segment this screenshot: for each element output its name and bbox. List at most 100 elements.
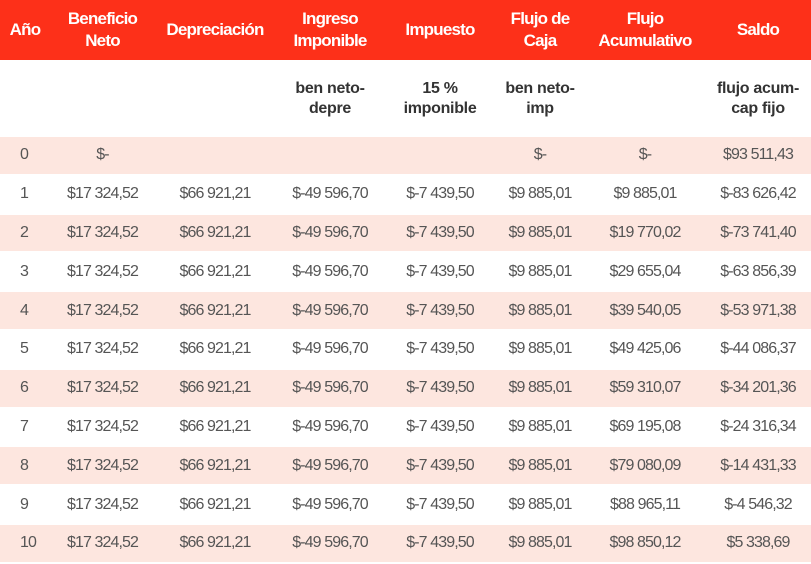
cell-impuesto: $-7 439,50 — [385, 292, 495, 331]
cell-depreciacion: $66 921,21 — [155, 524, 275, 564]
cell-flujo-acumulativo: $88 965,11 — [585, 486, 705, 525]
cell-depreciacion: $66 921,21 — [155, 253, 275, 293]
cell-flujo-acumulativo: $69 195,08 — [585, 409, 705, 448]
cell-beneficio-neto: $17 324,52 — [50, 331, 155, 370]
cell-beneficio-neto: $17 324,52 — [50, 486, 155, 525]
cell-ingreso-imponible: $-49 596,70 — [275, 214, 385, 254]
cell-flujo-de-caja: $9 885,01 — [495, 486, 585, 525]
cell-ingreso-imponible: $-49 596,70 — [275, 176, 385, 215]
table-row: 1 $17 324,52 $66 921,21 $-49 596,70 $-7 439,… — [0, 176, 811, 215]
cell-depreciacion: $66 921,21 — [155, 486, 275, 525]
cell-flujo-de-caja: $9 885,01 — [495, 447, 585, 487]
column-header-impuesto: Impuesto — [385, 0, 495, 60]
cell-impuesto: $-7 439,50 — [385, 369, 495, 409]
cell-impuesto: $-7 439,50 — [385, 486, 495, 525]
cell-beneficio-neto: $17 324,52 — [50, 214, 155, 254]
cell-flujo-acumulativo: $49 425,06 — [585, 331, 705, 370]
cell-flujo-de-caja: $9 885,01 — [495, 253, 585, 293]
cell-beneficio-neto: $17 324,52 — [50, 176, 155, 215]
cell-beneficio-neto: $17 324,52 — [50, 409, 155, 448]
cell-beneficio-neto: $17 324,52 — [50, 369, 155, 409]
table-row: 5 $17 324,52 $66 921,21 $-49 596,70 $-7 439,… — [0, 331, 811, 370]
table-row: 10 $17 324,52 $66 921,21 $-49 596,70 $-7 439… — [0, 524, 811, 564]
cell-year: 4 — [0, 292, 50, 331]
cell-year: 5 — [0, 331, 50, 370]
cell-beneficio-neto: $17 324,52 — [50, 292, 155, 331]
table-row: 0 $- $- $- $93 511,43 — [0, 137, 811, 176]
formula-beneficio-neto — [50, 60, 155, 137]
cell-flujo-acumulativo: $98 850,12 — [585, 524, 705, 564]
header-row: Año Beneficio Neto Depreciación Ingreso Imp… — [0, 0, 811, 60]
cell-saldo: $-83 626,42 — [705, 176, 811, 215]
cell-year: 6 — [0, 369, 50, 409]
cell-ingreso-imponible: $-49 596,70 — [275, 524, 385, 564]
cell-depreciacion: $66 921,21 — [155, 292, 275, 331]
table-row: 9 $17 324,52 $66 921,21 $-49 596,70 $-7 439,… — [0, 486, 811, 525]
cell-impuesto: $-7 439,50 — [385, 253, 495, 293]
cell-depreciacion: $66 921,21 — [155, 447, 275, 487]
formula-impuesto: 15 % imponible — [403, 79, 477, 117]
cell-depreciacion: $66 921,21 — [155, 331, 275, 370]
table-row: 7 $17 324,52 $66 921,21 $-49 596,70 $-7 439,… — [0, 409, 811, 448]
cell-saldo: $93 511,43 — [705, 137, 811, 176]
cell-saldo: $-73 741,40 — [705, 214, 811, 254]
table-row: 8 $17 324,52 $66 921,21 $-49 596,70 $-7 439,… — [0, 447, 811, 487]
column-header-saldo: Saldo — [705, 0, 811, 60]
cell-ingreso-imponible: $-49 596,70 — [275, 292, 385, 331]
cell-saldo: $-34 201,36 — [705, 369, 811, 409]
cell-saldo: $-24 316,34 — [705, 409, 811, 448]
cell-flujo-de-caja: $9 885,01 — [495, 524, 585, 564]
cell-flujo-acumulativo: $9 885,01 — [585, 176, 705, 215]
cell-flujo-de-caja: $9 885,01 — [495, 369, 585, 409]
cell-ingreso-imponible: $-49 596,70 — [275, 331, 385, 370]
cell-saldo: $-63 856,39 — [705, 253, 811, 293]
formula-year — [0, 60, 50, 137]
cell-flujo-de-caja: $9 885,01 — [495, 409, 585, 448]
cell-flujo-de-caja: $- — [495, 137, 585, 176]
column-header-ingreso-imponible: Ingreso Imponible — [275, 0, 385, 60]
cell-depreciacion: $66 921,21 — [155, 369, 275, 409]
column-header-flujo-de-caja: Flujo de Caja — [495, 0, 585, 60]
cell-year: 8 — [0, 447, 50, 487]
cell-depreciacion: $66 921,21 — [155, 176, 275, 215]
cell-year: 10 — [0, 524, 50, 564]
cell-year: 2 — [0, 214, 50, 254]
cell-ingreso-imponible: $-49 596,70 — [275, 447, 385, 487]
cell-impuesto: $-7 439,50 — [385, 409, 495, 448]
cell-saldo: $-53 971,38 — [705, 292, 811, 331]
column-header-depreciacion: Depreciación — [155, 0, 275, 60]
formula-ingreso-imponible: ben neto-depre — [295, 79, 365, 117]
cell-beneficio-neto: $17 324,52 — [50, 447, 155, 487]
cell-year: 7 — [0, 409, 50, 448]
cell-year: 9 — [0, 486, 50, 525]
cell-flujo-acumulativo: $19 770,02 — [585, 214, 705, 254]
cell-impuesto: $-7 439,50 — [385, 447, 495, 487]
cell-ingreso-imponible — [275, 137, 385, 176]
formula-depreciacion — [155, 60, 275, 137]
cell-beneficio-neto: $17 324,52 — [50, 253, 155, 293]
cell-flujo-de-caja: $9 885,01 — [495, 176, 585, 215]
cell-flujo-acumulativo: $59 310,07 — [585, 369, 705, 409]
cell-beneficio-neto: $17 324,52 — [50, 524, 155, 564]
cell-ingreso-imponible: $-49 596,70 — [275, 253, 385, 293]
cell-beneficio-neto: $- — [50, 137, 155, 176]
cell-saldo: $-14 431,33 — [705, 447, 811, 487]
table-row: 3 $17 324,52 $66 921,21 $-49 596,70 $-7 439,… — [0, 253, 811, 293]
cell-ingreso-imponible: $-49 596,70 — [275, 486, 385, 525]
cell-year: 0 — [0, 137, 50, 176]
cell-impuesto: $-7 439,50 — [385, 331, 495, 370]
formula-flujo-de-caja: ben neto-imp — [505, 79, 575, 117]
formula-flujo-acumulativo — [585, 60, 705, 137]
column-header-beneficio-neto: Beneficio Neto — [50, 0, 155, 60]
formula-saldo: flujo acum-cap fijo — [716, 79, 800, 117]
cell-flujo-de-caja: $9 885,01 — [495, 292, 585, 331]
cell-flujo-de-caja: $9 885,01 — [495, 331, 585, 370]
column-header-flujo-acumulativo: Flujo Acumulativo — [585, 0, 705, 60]
formula-row: ben neto-depre 15 % imponible ben neto-imp… — [0, 60, 811, 137]
cell-saldo: $5 338,69 — [705, 524, 811, 564]
cell-year: 3 — [0, 253, 50, 293]
cell-flujo-de-caja: $9 885,01 — [495, 214, 585, 254]
cell-year: 1 — [0, 176, 50, 215]
cell-flujo-acumulativo: $79 080,09 — [585, 447, 705, 487]
